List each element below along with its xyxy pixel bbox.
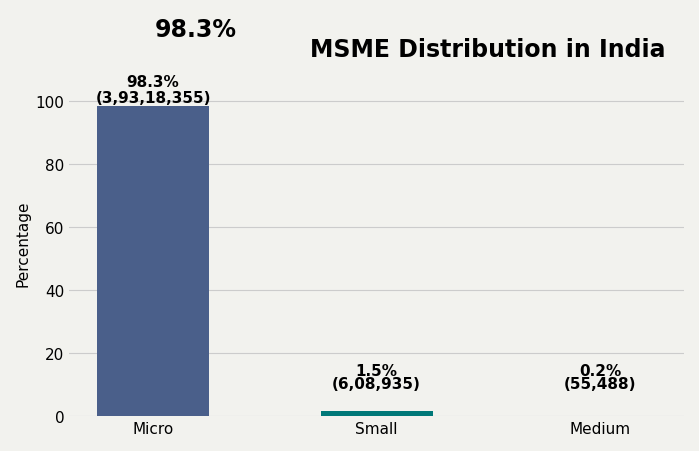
- Bar: [97, 107, 209, 416]
- Text: 1.5%: 1.5%: [356, 363, 398, 378]
- Bar: [321, 411, 433, 416]
- Text: MSME Distribution in India: MSME Distribution in India: [310, 37, 665, 61]
- Text: 98.3%: 98.3%: [127, 75, 180, 90]
- Text: 0.2%: 0.2%: [579, 363, 621, 378]
- Text: 98.3%: 98.3%: [154, 18, 237, 42]
- Text: (55,488): (55,488): [564, 376, 636, 391]
- Y-axis label: Percentage: Percentage: [15, 200, 30, 286]
- Text: (3,93,18,355): (3,93,18,355): [95, 91, 211, 106]
- Text: (6,08,935): (6,08,935): [332, 376, 421, 391]
- Bar: [545, 415, 656, 416]
